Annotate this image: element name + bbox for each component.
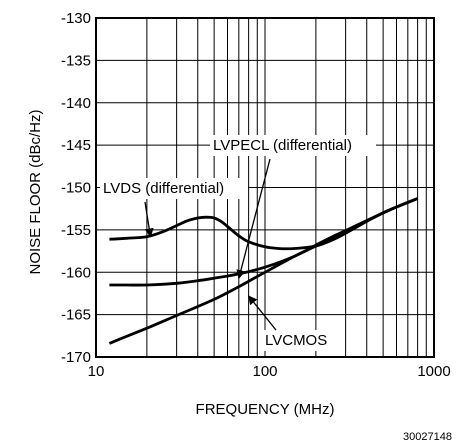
annotation-arrow [248, 295, 277, 331]
y-tick-label: -145 [61, 137, 91, 154]
x-tick-label: 1000 [417, 363, 450, 380]
annotation-label: LVPECL (differential) [213, 137, 352, 154]
y-tick-labels: -130 -135 -140 -145 -150 -155 -160 -165 -170 [61, 10, 91, 366]
y-axis-label: NOISE FLOOR (dBc/Hz) [27, 109, 44, 274]
x-tick-label: 100 [252, 363, 277, 380]
annotation-arrow [236, 158, 271, 280]
y-tick-label: -140 [61, 95, 91, 112]
annotation-arrow [144, 201, 154, 238]
y-tick-label: -130 [61, 10, 91, 27]
y-tick-label: -155 [61, 222, 91, 239]
x-tick-labels: 10 100 1000 [88, 363, 451, 380]
y-tick-label: -160 [61, 264, 91, 281]
y-tick-label: -170 [61, 349, 91, 366]
annotation-backdrop [210, 135, 376, 156]
series-lines [108, 197, 419, 345]
x-tick-label: 10 [88, 363, 105, 380]
series-line-lvcmos [108, 197, 419, 345]
annotation-backdrop [262, 330, 328, 351]
annotations: LVDS (differential) LVPECL (differential)… [100, 135, 376, 351]
plot-frame [95, 17, 435, 358]
series-line-lvds [109, 197, 419, 251]
y-tick-label: -165 [61, 307, 91, 324]
annotation-backdrop [100, 178, 248, 199]
y-tick-label: -135 [61, 52, 91, 69]
annotation-label: LVCMOS [265, 332, 327, 349]
figure-id: 30027148 [403, 431, 452, 443]
y-tick-label: -150 [61, 180, 91, 197]
annotation-label: LVDS (differential) [103, 180, 224, 197]
x-axis-label: FREQUENCY (MHz) [196, 401, 335, 418]
